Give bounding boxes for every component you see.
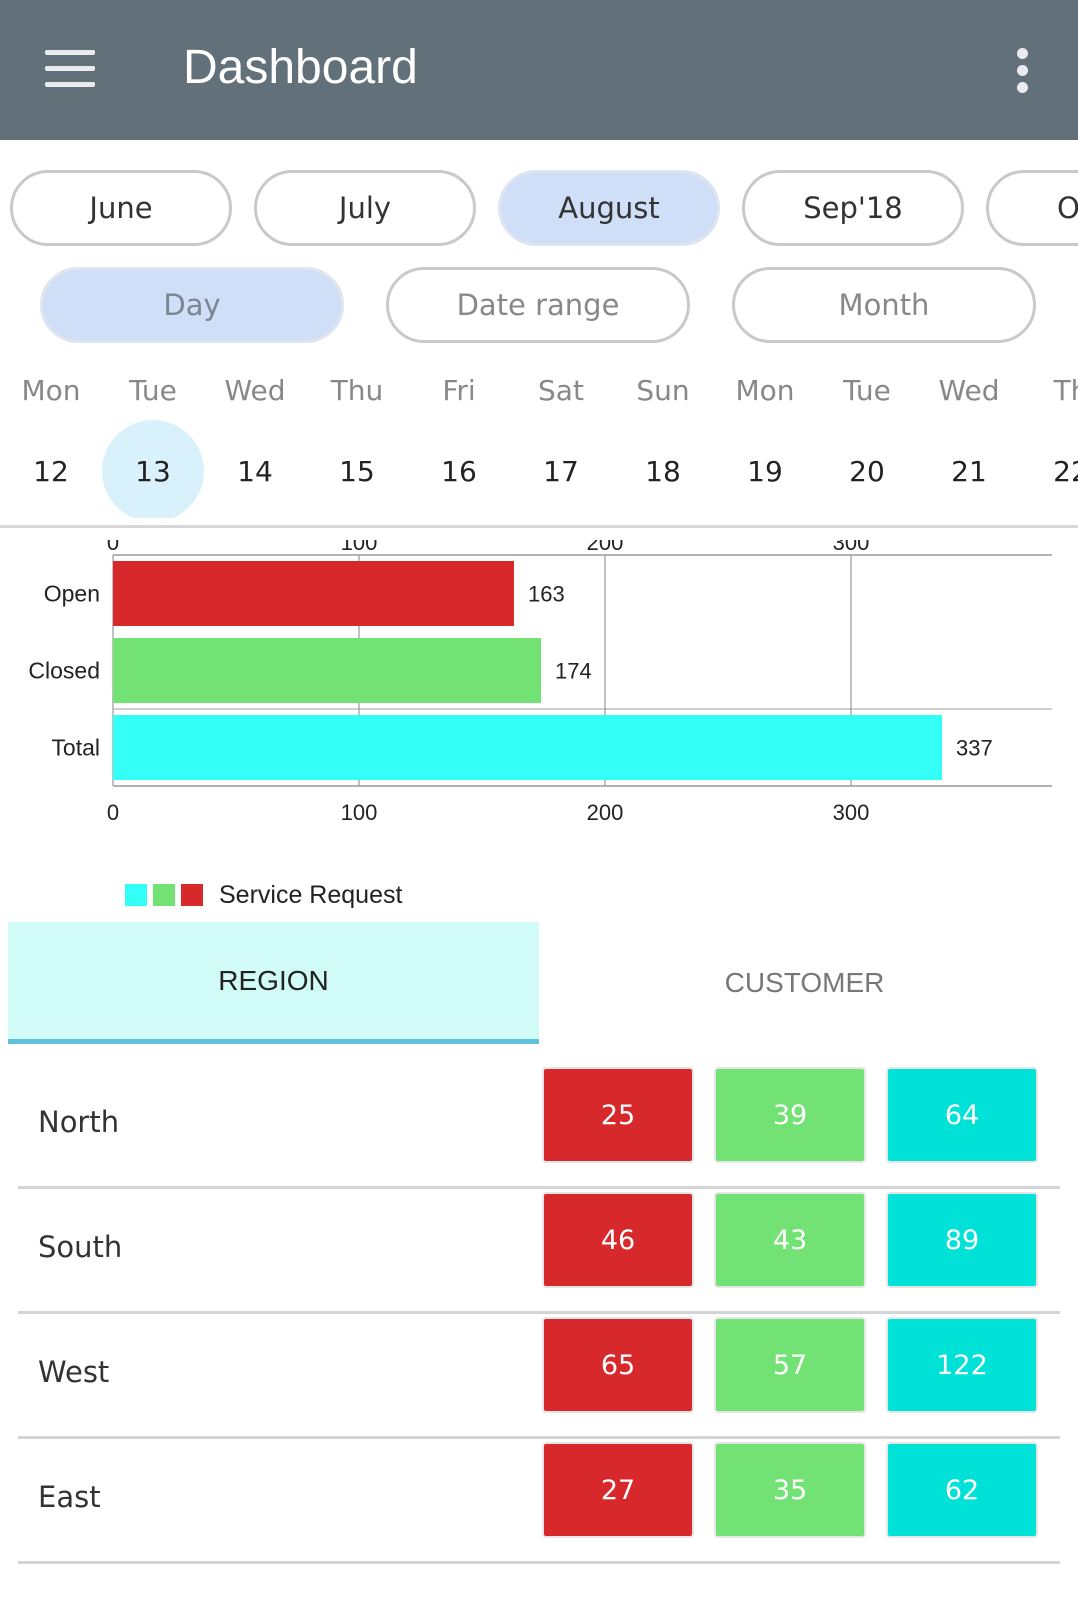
month-chip-next[interactable]: O — [986, 170, 1078, 246]
closed-count-cell: 39 — [714, 1067, 866, 1163]
tab-bar: REGION CUSTOMER — [8, 922, 1070, 1044]
value-label: 163 — [528, 582, 565, 607]
category-label: Open — [44, 581, 100, 607]
day-item-selected[interactable]: Tue 13 — [102, 368, 204, 518]
bar-total — [113, 715, 943, 780]
tick-label-bottom: 0 — [107, 800, 119, 825]
divider — [0, 525, 1078, 528]
mode-chip-date-range[interactable]: Date range — [386, 267, 690, 343]
region-name: West — [38, 1355, 110, 1389]
day-item[interactable]: Th 22 — [1020, 368, 1078, 518]
open-count-cell: 65 — [542, 1317, 694, 1413]
open-count-cell: 27 — [542, 1442, 694, 1538]
total-count-cell: 62 — [886, 1442, 1038, 1538]
day-name: Mon — [21, 374, 81, 407]
day-number: 21 — [951, 454, 987, 488]
month-chip-june[interactable]: June — [10, 170, 232, 246]
closed-count-cell: 57 — [714, 1317, 866, 1413]
day-strip: Mon 12 Tue 13 Wed 14 Thu 15 Fri 16 Sat 1… — [0, 368, 1078, 518]
legend-swatch-total — [125, 884, 147, 906]
month-chip-august[interactable]: August — [498, 170, 720, 246]
legend-swatch-closed — [153, 884, 175, 906]
bar-open — [113, 561, 514, 626]
day-name: Sun — [636, 374, 690, 407]
total-count-cell: 64 — [886, 1067, 1038, 1163]
service-request-bar-chart: 0 0 100 100 200 200 300 300 Open 163 Closed 174 Tota… — [28, 540, 1052, 825]
day-name: Mon — [735, 374, 795, 407]
table-row[interactable]: West 65 57 122 — [18, 1314, 1060, 1439]
value-label: 337 — [956, 736, 993, 761]
day-item[interactable]: Mon 12 — [0, 368, 102, 518]
day-item[interactable]: Sun 18 — [612, 368, 714, 518]
day-number: 15 — [339, 454, 375, 488]
closed-count-cell: 35 — [714, 1442, 866, 1538]
tab-customer[interactable]: CUSTOMER — [724, 967, 885, 998]
day-number: 17 — [543, 454, 579, 488]
tick-label-top: 100 — [341, 540, 378, 555]
table-row[interactable]: East 27 35 62 — [18, 1439, 1060, 1564]
bar-closed — [113, 638, 542, 703]
app-bar: Dashboard — [0, 0, 1078, 140]
tick-label-top: 0 — [107, 540, 119, 555]
tick-label-bottom: 200 — [587, 800, 624, 825]
day-item[interactable]: Thu 15 — [306, 368, 408, 518]
month-selector: June July August Sep'18 O — [0, 170, 1078, 248]
region-table: North 25 39 64 South 46 43 89 West 65 57… — [18, 1064, 1060, 1564]
page-title: Dashboard — [183, 41, 418, 94]
day-number: 19 — [747, 454, 783, 488]
legend-swatch-open — [181, 884, 203, 906]
month-chip-july[interactable]: July — [254, 170, 476, 246]
day-item[interactable]: Sat 17 — [510, 368, 612, 518]
day-number: 16 — [441, 454, 477, 488]
total-count-cell: 122 — [886, 1317, 1038, 1413]
tick-label-bottom: 100 — [341, 800, 378, 825]
value-label: 174 — [555, 659, 592, 684]
tick-label-top: 300 — [833, 540, 870, 555]
open-count-cell: 46 — [542, 1192, 694, 1288]
day-item[interactable]: Wed 14 — [204, 368, 306, 518]
day-name: Wed — [938, 374, 1000, 407]
region-name: East — [38, 1480, 101, 1514]
day-item[interactable]: Fri 16 — [408, 368, 510, 518]
mode-chip-month[interactable]: Month — [732, 267, 1036, 343]
table-row[interactable]: North 25 39 64 — [18, 1064, 1060, 1189]
legend-label: Service Request — [219, 880, 403, 909]
more-vert-icon[interactable] — [1012, 48, 1034, 93]
day-number: 12 — [33, 454, 69, 488]
day-name: Sat — [538, 374, 584, 407]
day-number: 18 — [645, 454, 681, 488]
total-count-cell: 89 — [886, 1192, 1038, 1288]
tab-region[interactable]: REGION — [8, 922, 539, 1044]
closed-count-cell: 43 — [714, 1192, 866, 1288]
day-item[interactable]: Wed 21 — [918, 368, 1020, 518]
open-count-cell: 25 — [542, 1067, 694, 1163]
day-name: Tue — [843, 374, 891, 407]
day-number: 14 — [237, 454, 273, 488]
region-name: North — [38, 1105, 120, 1139]
day-name: Th — [1053, 374, 1078, 407]
region-name: South — [38, 1230, 123, 1264]
mode-selector: Day Date range Month — [0, 267, 1078, 345]
day-name: Wed — [224, 374, 286, 407]
category-label: Closed — [28, 658, 100, 684]
day-name: Tue — [129, 374, 177, 407]
tick-label-bottom: 300 — [833, 800, 870, 825]
day-name: Thu — [330, 374, 384, 407]
day-number: 20 — [849, 454, 885, 488]
hamburger-menu-icon[interactable] — [45, 50, 95, 88]
day-item[interactable]: Tue 20 — [816, 368, 918, 518]
chart-legend: Service Request — [125, 880, 402, 910]
tick-label-top: 200 — [587, 540, 624, 555]
day-item[interactable]: Mon 19 — [714, 368, 816, 518]
table-row[interactable]: South 46 43 89 — [18, 1189, 1060, 1314]
day-number: 13 — [135, 454, 171, 488]
mode-chip-day[interactable]: Day — [40, 267, 344, 343]
day-name: Fri — [442, 374, 476, 407]
day-number: 22 — [1053, 454, 1078, 488]
month-chip-sep18[interactable]: Sep'18 — [742, 170, 964, 246]
category-label: Total — [51, 735, 100, 761]
